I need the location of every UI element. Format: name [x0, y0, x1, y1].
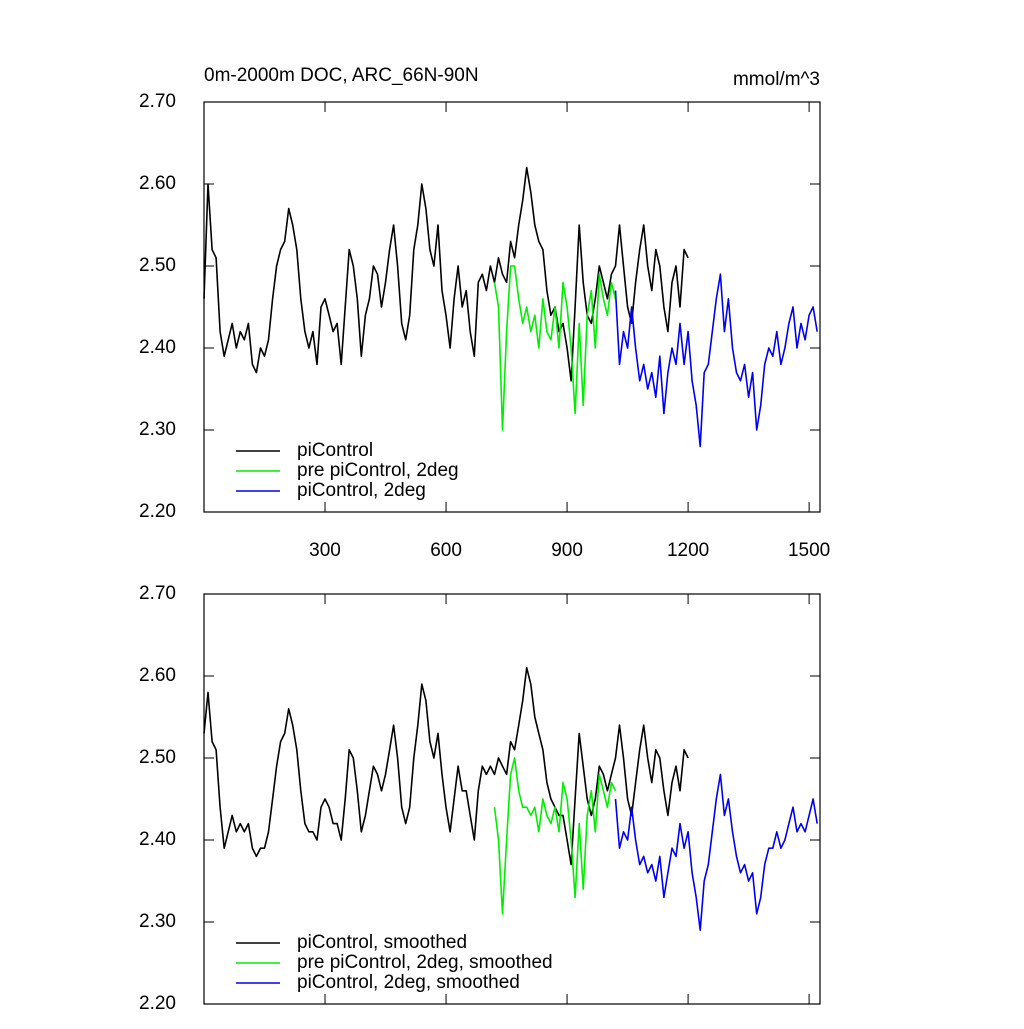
x-tick-label: 900: [551, 540, 583, 561]
data-line: [614, 773, 818, 931]
x-tick-label: 1500: [788, 540, 830, 561]
data-line: [203, 166, 689, 382]
y-tick-label: 2.30: [139, 419, 176, 440]
data-line: [203, 667, 689, 866]
x-tick-label: 300: [309, 540, 341, 561]
y-tick-label: 2.70: [139, 583, 176, 604]
data-line: [493, 265, 617, 431]
y-tick-label: 2.60: [139, 173, 176, 194]
legend-label: piControl, 2deg: [297, 480, 426, 501]
y-tick-label: 2.40: [139, 829, 176, 850]
y-tick-label: 2.50: [139, 255, 176, 276]
units-label: mmol/m^3: [733, 69, 820, 90]
y-tick-label: 2.50: [139, 747, 176, 768]
legend-label: piControl, 2deg, smoothed: [297, 972, 520, 993]
data-line: [614, 273, 818, 448]
legend-label: piControl: [297, 440, 373, 461]
plot-frame: [203, 593, 821, 1005]
legend-label: pre piControl, 2deg: [297, 460, 459, 481]
y-tick-label: 2.60: [139, 665, 176, 686]
x-tick-label: 1200: [667, 540, 709, 561]
legend-label: piControl, smoothed: [297, 932, 467, 953]
legend-label: pre piControl, 2deg, smoothed: [297, 952, 553, 973]
y-tick-label: 2.40: [139, 337, 176, 358]
plot-frame: [203, 101, 821, 513]
x-tick-label: 600: [430, 540, 462, 561]
y-tick-label: 2.20: [139, 501, 176, 522]
y-tick-label: 2.30: [139, 911, 176, 932]
data-line: [493, 757, 617, 915]
y-tick-label: 2.70: [139, 91, 176, 112]
chart-title: 0m-2000m DOC, ARC_66N-90N: [204, 65, 479, 86]
y-tick-label: 2.20: [139, 993, 176, 1014]
